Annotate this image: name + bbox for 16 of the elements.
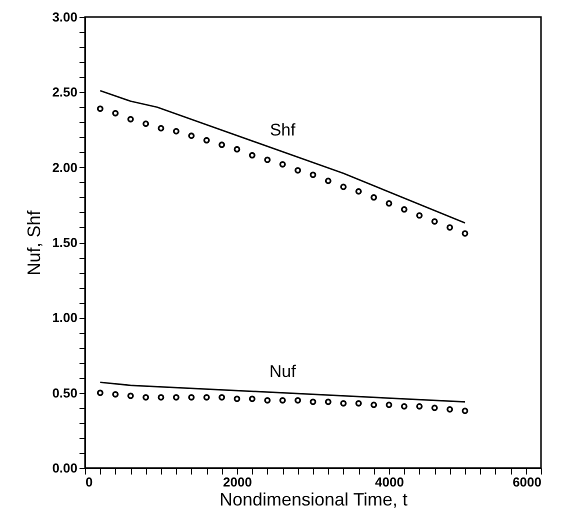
- x-tick-label: 0: [86, 474, 93, 490]
- y-axis-title: Nuf, Shf: [24, 209, 44, 276]
- line-series: [99, 90, 466, 224]
- x-tick-label: 2000: [223, 474, 252, 490]
- x-tick-label: 6000: [512, 474, 542, 490]
- annotation: Nuf: [269, 362, 296, 381]
- y-tick-label: 0.50: [52, 385, 78, 400]
- y-tick-label: 1.50: [52, 235, 78, 250]
- y-tick-label: 3.00: [52, 10, 78, 24]
- y-tick-label: 2.00: [52, 160, 78, 175]
- annotation: Shf: [270, 120, 296, 140]
- y-tick-label: 0.00: [52, 460, 78, 476]
- y-tick-label: 2.50: [52, 84, 78, 100]
- y-tick-label: 1.00: [52, 310, 78, 326]
- x-tick-label: 4000: [375, 474, 404, 490]
- x-axis-title: Nondimensional Time, t: [219, 490, 408, 510]
